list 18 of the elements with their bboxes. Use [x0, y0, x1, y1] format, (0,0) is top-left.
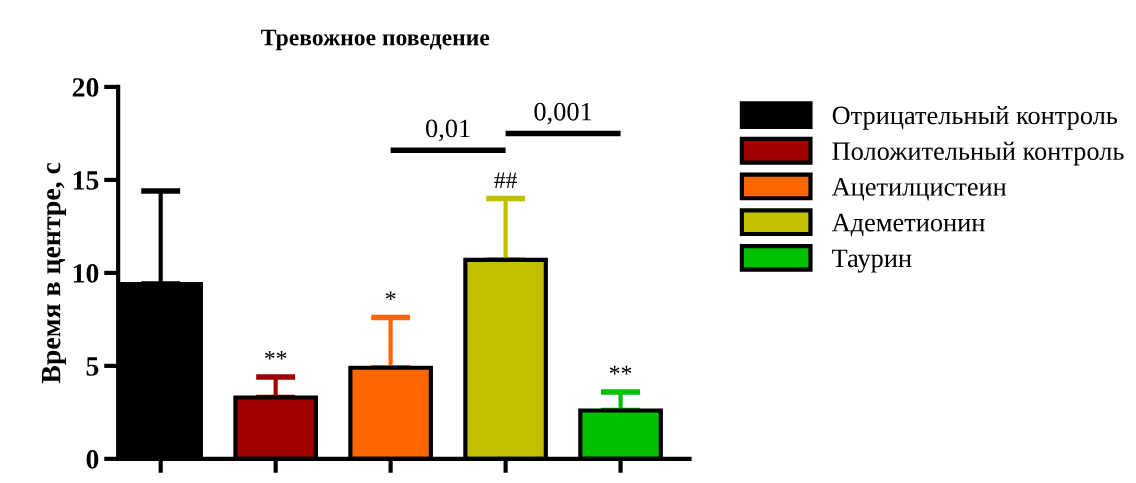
y-tick-label: 10 — [73, 264, 99, 283]
annotation: 0,01 — [426, 119, 470, 142]
legend-label: Отрицательный контроль — [832, 106, 1118, 130]
legend-label: Таурин — [832, 249, 912, 273]
legend-label: Положительный контроль — [832, 141, 1124, 166]
annotation: 0,001 — [534, 102, 592, 125]
y-tick-label: 5 — [86, 357, 99, 376]
annotation: ## — [494, 172, 517, 188]
annotation: * — [385, 291, 396, 301]
y-tick-label: 15 — [73, 171, 99, 190]
legend-label: Адеметионин — [831, 213, 985, 237]
chart-title: Тревожное поведение — [261, 29, 490, 51]
y-tick-label: 20 — [72, 78, 99, 97]
annotation: ** — [609, 365, 632, 375]
y-axis-title: Время в центре, с — [41, 162, 67, 384]
y-tick-label: 0 — [86, 450, 99, 469]
annotation: ** — [265, 350, 287, 360]
legend-label: Ацетилцистеин — [831, 178, 1007, 201]
